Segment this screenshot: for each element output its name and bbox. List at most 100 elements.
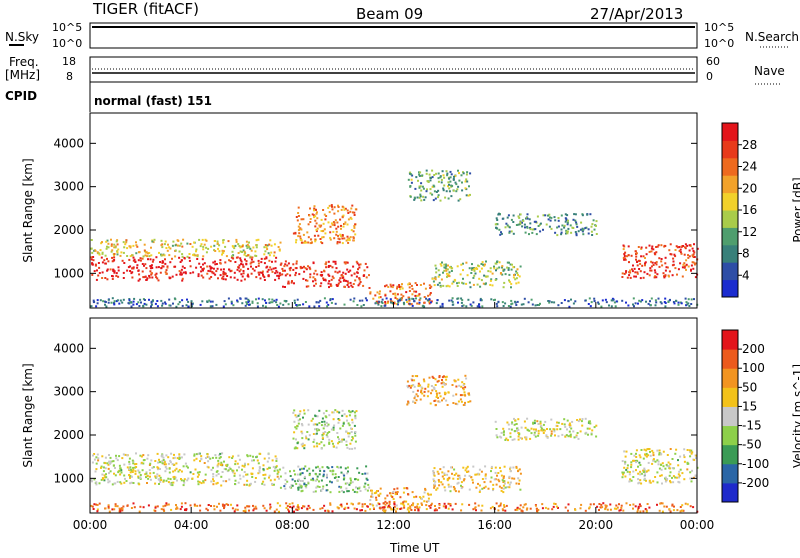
data-cell — [692, 250, 695, 252]
data-cell — [267, 268, 270, 271]
data-cell — [517, 223, 520, 226]
data-cell — [314, 278, 317, 281]
data-cell — [117, 269, 120, 272]
data-cell — [352, 503, 354, 506]
data-cell — [322, 222, 325, 225]
data-cell — [323, 228, 326, 231]
data-cell — [131, 271, 134, 274]
data-cell — [331, 205, 333, 208]
data-cell — [462, 172, 465, 175]
data-cell — [413, 385, 416, 388]
data-cell — [528, 218, 531, 221]
data-cell — [372, 297, 375, 300]
data-cell — [339, 233, 342, 236]
data-cell — [490, 465, 493, 468]
data-cell — [143, 264, 145, 267]
data-cell — [685, 263, 688, 266]
data-cell — [325, 489, 328, 492]
data-cell — [164, 240, 167, 243]
data-cell — [410, 303, 413, 306]
data-cell — [161, 265, 164, 268]
data-cell — [440, 278, 443, 281]
data-cell — [297, 486, 300, 489]
data-cell — [449, 490, 452, 493]
data-cell — [686, 462, 689, 465]
data-cell — [323, 420, 326, 423]
data-cell — [681, 472, 684, 475]
data-cell — [241, 275, 244, 278]
data-cell — [398, 286, 401, 288]
data-cell — [139, 476, 142, 479]
data-cell — [350, 229, 353, 232]
data-cell — [692, 476, 695, 479]
data-cell — [412, 400, 415, 403]
data-cell — [501, 273, 504, 276]
data-cell — [448, 190, 451, 193]
data-cell — [625, 450, 628, 453]
data-cell — [413, 379, 416, 382]
data-cell — [447, 264, 449, 267]
data-cell — [427, 500, 430, 503]
data-cell — [453, 175, 455, 178]
data-cell — [448, 271, 451, 274]
data-cell — [645, 452, 648, 455]
data-cell — [634, 271, 637, 274]
data-cell — [649, 304, 652, 307]
data-cell — [307, 285, 310, 288]
data-cell — [680, 252, 683, 255]
data-cell — [461, 305, 464, 307]
data-cell — [504, 226, 507, 229]
data-cell — [161, 455, 164, 458]
data-cell — [212, 475, 215, 478]
data-cell — [347, 466, 349, 469]
data-cell — [111, 275, 113, 277]
data-cell — [184, 462, 187, 465]
data-cell — [344, 285, 346, 288]
data-cell — [667, 461, 670, 464]
data-cell — [654, 262, 657, 264]
data-cell — [268, 259, 271, 262]
data-cell — [384, 302, 387, 305]
data-cell — [632, 303, 634, 306]
data-cell — [413, 196, 416, 199]
data-cell — [632, 264, 634, 267]
data-cell — [671, 458, 674, 460]
data-cell — [275, 301, 278, 304]
data-cell — [261, 271, 264, 274]
data-cell — [274, 467, 277, 470]
data-cell — [145, 251, 148, 254]
data-cell — [279, 475, 282, 478]
data-cell — [255, 298, 257, 301]
data-cell — [128, 474, 131, 476]
data-cell — [314, 215, 317, 218]
data-cell — [299, 418, 301, 421]
data-cell — [655, 246, 658, 248]
data-cell — [664, 262, 667, 265]
data-cell — [441, 471, 444, 474]
data-cell — [182, 271, 185, 274]
data-cell — [427, 390, 430, 393]
data-cell — [442, 477, 445, 480]
data-cell — [107, 467, 110, 470]
data-cell — [294, 271, 297, 274]
colorbar-frame — [721, 329, 739, 503]
data-cell — [443, 263, 446, 266]
data-cell — [366, 472, 369, 475]
data-cell — [500, 431, 503, 434]
data-cell — [494, 466, 497, 469]
data-cell — [304, 267, 307, 270]
data-cell — [342, 271, 345, 274]
data-cell — [452, 303, 455, 306]
data-cell — [335, 230, 338, 233]
data-cell — [193, 253, 196, 256]
data-cell — [322, 427, 325, 430]
data-cell — [655, 263, 658, 266]
data-cell — [283, 265, 286, 268]
data-cell — [292, 263, 295, 266]
data-cell — [571, 420, 574, 423]
data-cell — [181, 253, 184, 256]
data-cell — [174, 255, 177, 258]
data-cell — [147, 477, 150, 480]
data-cell — [234, 244, 237, 247]
data-cell — [437, 400, 440, 403]
